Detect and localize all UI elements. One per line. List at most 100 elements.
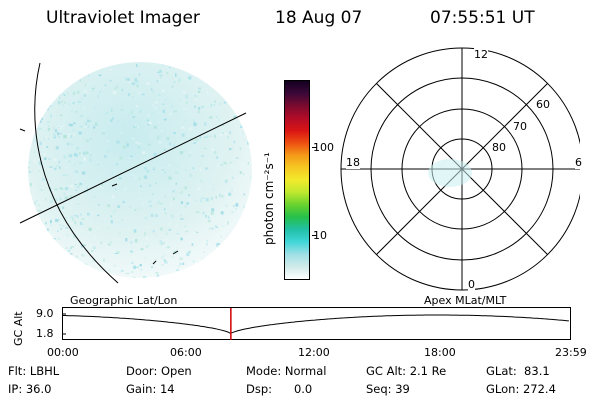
- aurora-speckle: [68, 123, 72, 126]
- aurora-speckle: [230, 147, 234, 149]
- aurora-speckle: [136, 84, 139, 88]
- aurora-speckle: [138, 197, 140, 200]
- x-tick-2359: 23:59: [555, 346, 587, 359]
- aurora-speckle: [161, 105, 163, 107]
- aurora-speckle: [45, 262, 48, 266]
- aurora-speckle: [75, 214, 78, 218]
- aurora-speckle: [88, 274, 91, 277]
- aurora-speckle: [173, 197, 175, 201]
- aurora-speckle: [186, 252, 190, 257]
- aurora-speckle: [222, 87, 224, 91]
- polar-label-6: 6: [575, 156, 582, 169]
- aurora-speckle: [171, 256, 175, 258]
- aurora-speckle: [224, 268, 228, 271]
- aurora-speckle: [244, 225, 248, 227]
- aurora-speckle: [61, 63, 64, 66]
- aurora-speckle: [71, 246, 74, 248]
- aurora-speckle: [34, 200, 39, 204]
- aurora-speckle: [144, 216, 148, 220]
- aurora-speckle: [169, 66, 171, 68]
- aurora-speckle: [132, 116, 136, 118]
- aurora-speckle: [181, 68, 184, 71]
- aurora-speckle: [79, 182, 81, 185]
- aurora-speckle: [122, 200, 125, 204]
- aurora-speckle: [118, 232, 122, 234]
- info-glat: GLat: 83.1: [486, 364, 550, 378]
- aurora-speckle: [166, 137, 170, 141]
- aurora-speckle: [231, 235, 233, 238]
- aurora-speckle: [66, 142, 70, 146]
- aurora-speckle: [66, 233, 69, 237]
- aurora-speckle: [40, 117, 43, 120]
- aurora-speckle: [29, 161, 31, 164]
- aurora-speckle: [107, 243, 111, 246]
- aurora-speckle: [83, 126, 87, 128]
- aurora-speckle: [201, 155, 204, 157]
- aurora-speckle: [140, 248, 144, 251]
- aurora-speckle: [135, 239, 138, 243]
- aurora-speckle: [131, 249, 133, 252]
- aurora-speckle: [169, 142, 171, 146]
- aurora-speckle: [212, 73, 215, 75]
- aurora-speckle: [239, 221, 241, 223]
- aurora-speckle: [63, 94, 66, 96]
- timeline-y-tick-min: 1.8: [36, 327, 54, 340]
- polar-label-0: 0: [468, 278, 475, 291]
- aurora-speckle: [164, 195, 167, 198]
- aurora-speckle: [83, 106, 86, 110]
- aurora-speckle: [197, 90, 201, 93]
- aurora-speckle: [106, 100, 109, 102]
- aurora-speckle: [226, 271, 230, 274]
- aurora-speckle: [149, 205, 152, 207]
- colorbar-unit-label: photon cm⁻²s⁻¹: [262, 152, 276, 245]
- aurora-speckle: [50, 227, 54, 232]
- aurora-speckle: [43, 109, 46, 113]
- aurora-speckle: [195, 167, 198, 169]
- aurora-speckle: [77, 70, 81, 74]
- aurora-speckle: [97, 214, 100, 217]
- aurora-speckle: [58, 156, 62, 160]
- aurora-speckle: [214, 134, 216, 138]
- aurora-speckle: [210, 256, 214, 259]
- aurora-speckle: [70, 221, 74, 224]
- aurora-speckle: [209, 135, 212, 137]
- aurora-speckle: [181, 133, 185, 137]
- aurora-speckle: [180, 214, 182, 217]
- aurora-speckle: [157, 135, 162, 138]
- aurora-speckle: [49, 190, 51, 192]
- aurora-speckle: [129, 155, 133, 158]
- uv-image-panel: [19, 62, 252, 284]
- aurora-speckle: [164, 98, 167, 101]
- polar-lat-60: 60: [536, 98, 550, 111]
- x-tick-0000: 00:00: [47, 346, 79, 359]
- aurora-speckle: [59, 224, 62, 226]
- aurora-speckle: [148, 135, 151, 137]
- aurora-speckle: [159, 240, 162, 244]
- aurora-speckle: [194, 99, 198, 101]
- aurora-speckle: [210, 197, 213, 201]
- aurora-speckle: [173, 81, 176, 83]
- aurora-speckle: [133, 157, 135, 159]
- aurora-speckle: [150, 133, 152, 137]
- aurora-speckle: [39, 141, 42, 146]
- polar-lat-70: 70: [513, 120, 527, 133]
- aurora-speckle: [76, 186, 80, 189]
- aurora-speckle: [240, 62, 243, 65]
- aurora-speckle: [229, 84, 232, 87]
- aurora-speckle: [112, 211, 115, 213]
- aurora-speckle: [159, 76, 162, 79]
- aurora-speckle: [176, 269, 180, 271]
- aurora-speckle: [155, 106, 157, 109]
- aurora-speckle: [125, 272, 130, 274]
- info-flt: Flt: LBHL: [8, 364, 60, 378]
- aurora-speckle: [42, 260, 46, 264]
- aurora-speckle: [78, 276, 80, 278]
- aurora-speckle: [39, 168, 42, 171]
- aurora-speckle: [169, 113, 172, 116]
- aurora-speckle: [162, 103, 165, 105]
- aurora-speckle: [204, 136, 208, 138]
- aurora-speckle: [112, 237, 114, 239]
- aurora-speckle: [168, 176, 172, 180]
- aurora-speckle: [83, 152, 85, 155]
- aurora-speckle: [53, 158, 57, 161]
